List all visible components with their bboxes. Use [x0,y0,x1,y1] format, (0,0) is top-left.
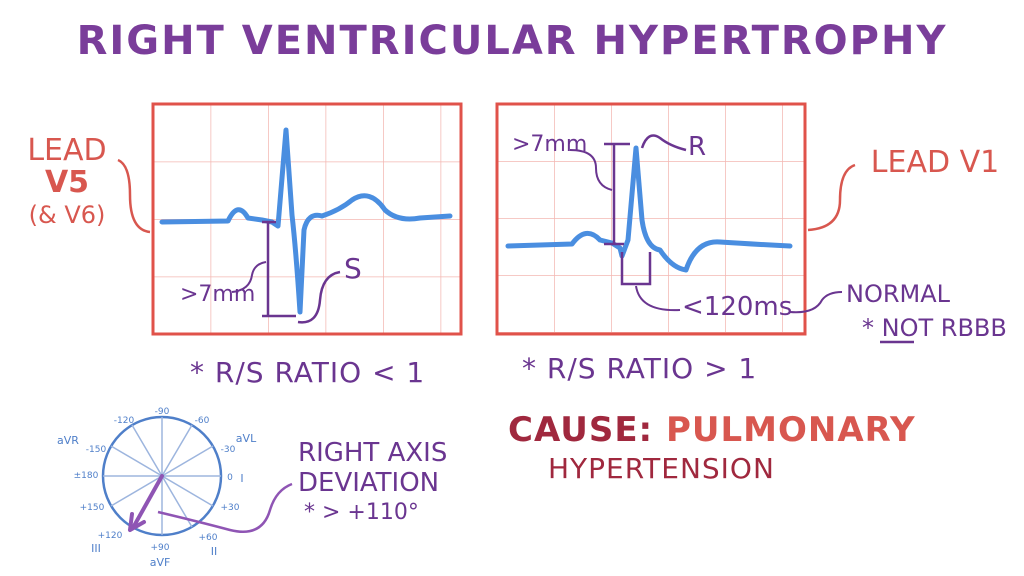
lead-v1-label: LEAD V1 [870,145,1000,180]
lead-v5-label-line1: LEAD [27,133,107,168]
axis-deviation-line2: DEVIATION [298,468,440,498]
left-measure-bracket [262,220,296,318]
left-ecg-trace [159,127,453,315]
cause-heading: CAUSE: PULMONARY [508,410,916,450]
axis-label-avf: aVF [150,556,171,569]
left-measure-label: >7mm [180,282,256,307]
cause-label: CAUSE: [508,410,654,450]
axis-label-avr: aVR [57,434,79,447]
duration-bracket [620,252,652,286]
axis-label-m150: -150 [86,445,107,455]
lead-v5-label-line2: V5 [44,165,90,200]
axis-deviation-text: RIGHT AXIS DEVIATION * > +110° [298,438,447,528]
left-ratio-text: * R/S RATIO < 1 [190,356,426,389]
left-s-connector [297,270,341,324]
axis-deviation-line1: RIGHT AXIS [298,438,448,468]
axis-label-p150: +150 [80,503,105,513]
cause-value-line2: HYPERTENSION [548,452,775,485]
right-measure-bracket [604,142,630,246]
axis-label-m120: -120 [114,416,135,426]
right-lead-brace [807,163,856,232]
lead-v5-label-line3: (& V6) [28,201,106,229]
axis-deviation-connector [157,482,293,533]
right-ratio-text: * R/S RATIO > 1 [522,352,758,385]
axis-label-pm180: ±180 [74,471,99,481]
left-s-label: S [344,252,362,285]
axis-label-lead-ii: II [211,545,218,558]
cause-value: PULMONARY [665,410,916,450]
not-rbbb-label: * NOT RBBB [862,314,1007,342]
axis-label-p120: +120 [98,531,123,541]
axis-deviation-line3: * > +110° [304,500,419,525]
right-measure-connector [569,149,613,191]
duration-label: <120ms [682,292,793,322]
axis-label-lead-i: I [240,472,243,485]
axis-label-p30: +30 [221,503,240,513]
axis-label-lead-iii: III [91,542,101,555]
right-measure-label: >7mm [512,132,588,157]
axis-arrowhead-icon [128,512,146,532]
right-r-connector [640,134,687,152]
right-ecg-grid [495,102,807,336]
normal-connector [789,291,843,314]
left-lead-brace [117,158,151,234]
axis-label-m90: -90 [155,407,170,417]
axis-label-p90: +90 [151,543,170,553]
axis-arrow-icon [132,474,164,528]
right-ecg-trace [505,145,793,273]
duration-connector [635,285,681,312]
axis-label-m60: -60 [195,416,210,426]
left-measure-connector [231,261,267,293]
axis-label-zero: 0 [227,473,233,483]
page-title: RIGHT VENTRICULAR HYPERTROPHY [76,18,948,64]
axis-label-avl: aVL [236,432,257,445]
normal-label: NORMAL [846,280,951,308]
right-r-label: R [688,132,707,162]
axis-label-p60: +60 [199,533,218,543]
lead-v5-label: LEAD V5 (& V6) [22,135,112,231]
axis-label-m30: -30 [221,445,236,455]
